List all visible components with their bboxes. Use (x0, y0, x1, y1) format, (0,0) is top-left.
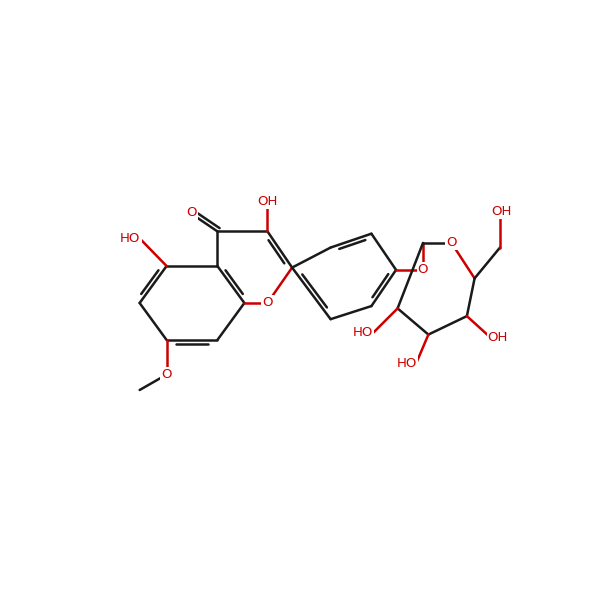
Text: OH: OH (491, 205, 512, 218)
Text: O: O (418, 263, 428, 277)
Text: O: O (262, 296, 273, 310)
Text: OH: OH (257, 195, 278, 208)
Text: O: O (186, 206, 196, 220)
Text: HO: HO (397, 356, 417, 370)
Text: OH: OH (488, 331, 508, 344)
Text: HO: HO (120, 232, 140, 245)
Text: O: O (446, 236, 457, 250)
Text: HO: HO (353, 326, 373, 339)
Text: O: O (161, 368, 172, 381)
